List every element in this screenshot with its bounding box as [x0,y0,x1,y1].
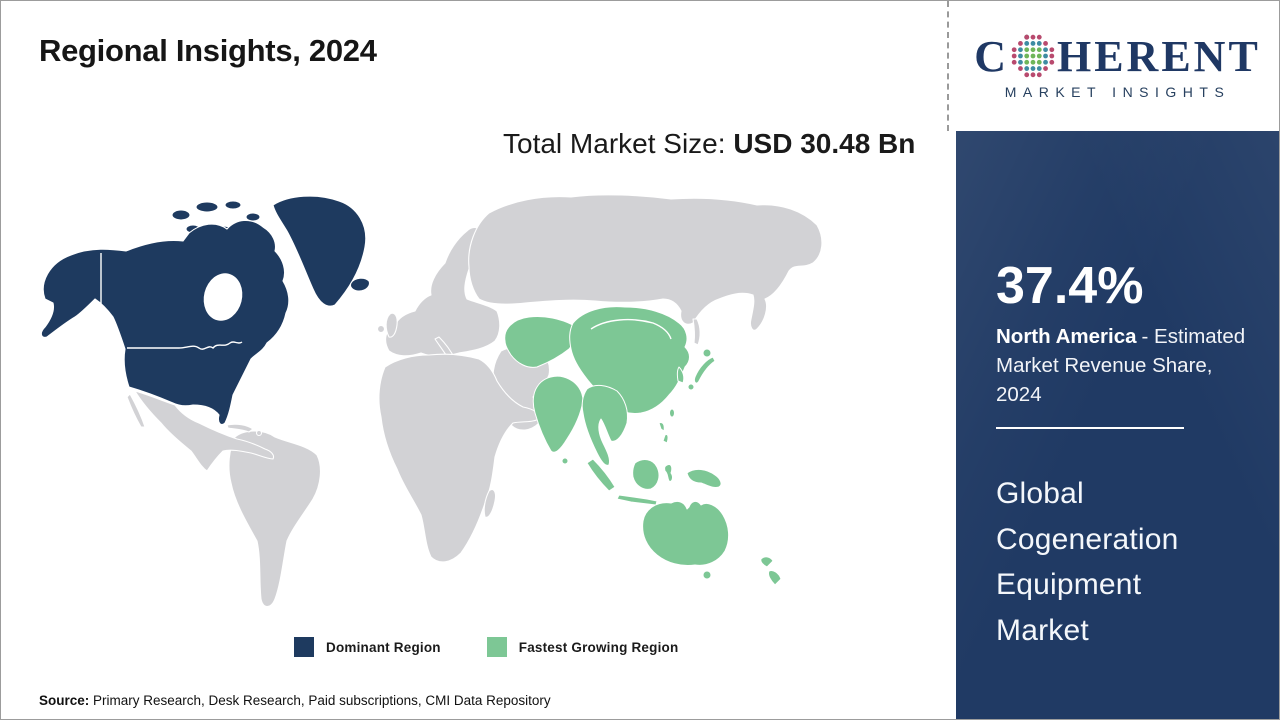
share-region: North America [996,324,1137,348]
fastest-growing-region-label: Fastest Growing Region [518,639,679,655]
region-africa [378,353,540,563]
region-borneo [632,459,660,490]
panel-divider [996,426,1184,429]
region-arctic-island [171,209,191,221]
region-arctic-island [195,201,219,213]
share-value: 37.4% [996,257,1144,315]
region-arctic-island [245,212,261,222]
region-sakhalin [692,318,701,346]
region-sulawesi [664,464,673,482]
region-baja-california [126,393,146,428]
region-kyushu [687,383,695,391]
coherent-logo: C HERENT MARKET INSIGHTS [956,1,1279,131]
region-ireland [376,324,386,334]
region-north-america [40,219,290,426]
highlight-panel-content: 37.4% North America - Estimated Market Re… [956,131,1279,653]
total-market-size: Total Market Size: USD 30.48 Bn [503,125,935,163]
fastest-growing-region-swatch [486,637,507,657]
logo-wordmark: C HERENT [974,33,1261,81]
region-hokkaido [702,348,712,358]
source-text: Primary Research, Desk Research, Paid su… [89,693,551,708]
source-label: Source: [39,693,90,708]
region-philippines [658,422,665,432]
map-legend: Dominant Region Fastest Growing Region [294,637,678,657]
region-arctic-island [224,200,242,210]
region-central-asia [504,316,576,368]
region-australia [642,500,730,566]
region-iceland [349,277,371,292]
world-map [31,191,951,621]
legend-item-fastest-growing: Fastest Growing Region [486,637,679,657]
market-name: Global Cogeneration Equipment Market [996,476,1179,647]
dotted-globe-icon [1011,34,1055,77]
share-desc-text: - Estimated Market Revenue Share, 2024 [996,324,1246,406]
source-line: Source: Primary Research, Desk Research,… [39,693,551,708]
world-map-svg [40,194,823,608]
region-new-zealand-north [760,556,774,568]
share-description: North America - Estimated Market Revenue … [996,322,1246,409]
legend-item-dominant: Dominant Region [294,637,441,657]
region-korea [676,366,685,384]
region-philippines [662,434,669,444]
region-japan-honshu [694,356,716,384]
dashed-separator [947,1,949,131]
logo-subtitle: MARKET INSIGHTS [1004,83,1231,100]
region-sri-lanka [561,457,569,465]
region-india [532,375,584,453]
region-greenland [272,195,367,307]
region-united-kingdom [385,312,398,338]
hudson-bay [203,273,243,321]
region-south-america [228,430,322,608]
region-madagascar [483,488,497,518]
region-java [616,494,658,506]
highlight-panel: 37.4% North America - Estimated Market Re… [956,131,1279,719]
total-market-size-value: USD 30.48 Bn [733,128,916,159]
region-papua-new-guinea [686,468,722,488]
region-tasmania [702,570,712,580]
dominant-region-label: Dominant Region [326,639,441,655]
page-title: Regional Insights, 2024 [39,33,377,68]
dominant-region-swatch [294,637,314,657]
logo-letters-herent: HERENT [1056,31,1261,81]
region-sumatra [586,458,616,492]
region-cuba [226,423,254,433]
region-taiwan [669,408,675,418]
total-market-size-label: Total Market Size: [503,128,734,159]
region-hispaniola [255,429,263,437]
mongolia-border [590,318,672,340]
region-southeast-asia [581,384,628,466]
us-canada-border [127,341,243,350]
region-mexico-central-america [134,390,275,472]
region-russia [468,194,823,331]
region-new-zealand-south [768,570,782,586]
logo-letter-c: C [974,31,1009,81]
